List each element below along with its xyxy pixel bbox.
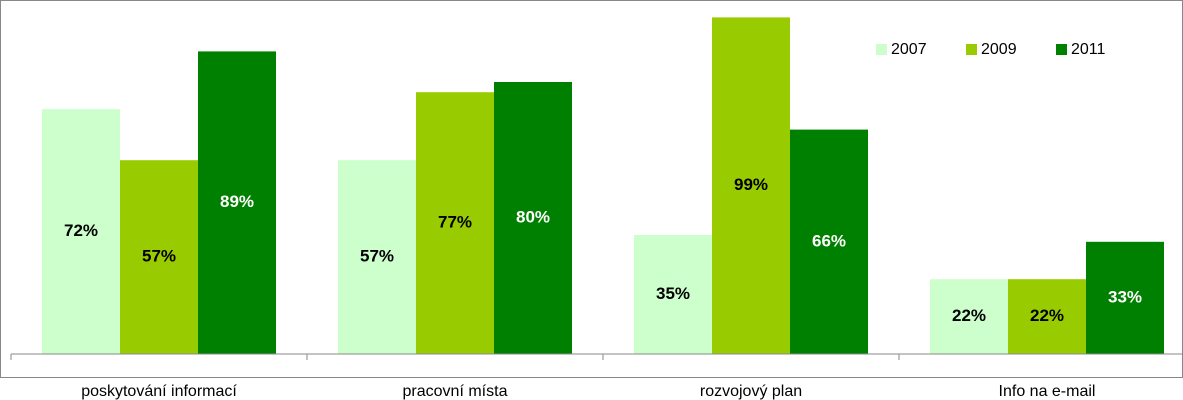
value-label: 77% (438, 213, 472, 232)
value-label: 66% (812, 231, 846, 250)
bar (198, 51, 276, 355)
bar (1086, 241, 1164, 354)
bar (1008, 279, 1086, 354)
legend-label: 2009 (981, 41, 1017, 58)
value-label: 57% (360, 247, 394, 266)
bar (42, 109, 120, 354)
legend-swatch (966, 44, 977, 55)
legend-swatch (876, 44, 887, 55)
value-label: 33% (1108, 287, 1142, 306)
bar (634, 235, 712, 354)
x-tick-label: rozvojový plan (700, 383, 802, 400)
bar (338, 160, 416, 354)
bar (120, 160, 198, 354)
bar (712, 17, 790, 355)
x-tick-label: poskytování informací (81, 383, 237, 400)
bar (494, 82, 572, 354)
bar (416, 92, 494, 354)
legend-label: 2007 (891, 41, 927, 58)
value-label: 72% (64, 221, 98, 240)
x-tick-label: pracovní místa (403, 383, 508, 400)
legend-swatch (1056, 44, 1067, 55)
value-label: 89% (220, 192, 254, 211)
legend-label: 2011 (1071, 41, 1106, 58)
value-label: 22% (952, 306, 986, 325)
value-label: 22% (1030, 306, 1064, 325)
value-label: 80% (516, 207, 550, 226)
bar (930, 279, 1008, 354)
value-label: 57% (142, 247, 176, 266)
value-label: 99% (734, 175, 768, 194)
x-tick-label: Info na e-mail (999, 383, 1096, 400)
value-label: 35% (656, 284, 690, 303)
bar (790, 129, 868, 354)
